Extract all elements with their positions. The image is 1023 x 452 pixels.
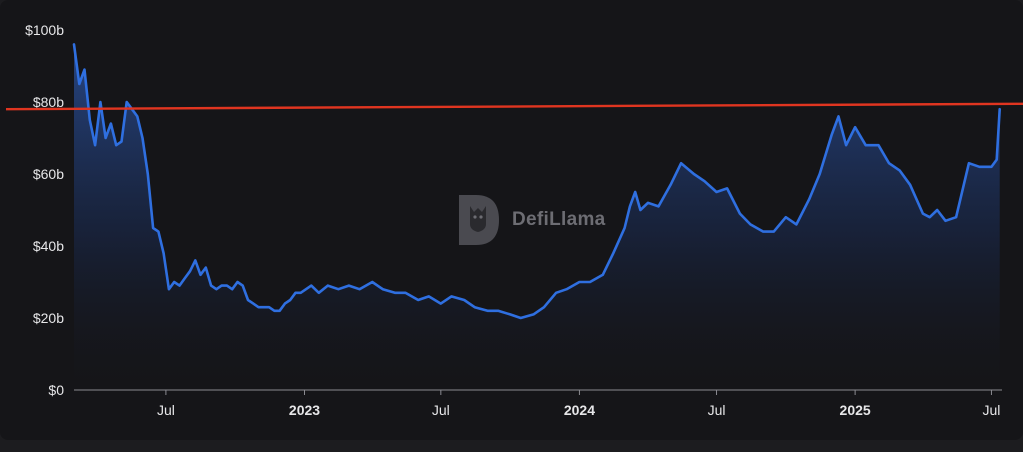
y-tick-label: $40b — [33, 238, 64, 254]
axis-layer: $0 $20b $40b $60b $80b $100b Jul 2023 Jul 2024 Jul… — [25, 22, 1002, 418]
defillama-logo-icon — [459, 195, 499, 245]
y-tick-label: $60b — [33, 166, 64, 182]
x-tick-label: Jul — [983, 402, 1001, 418]
x-tick-label: 2023 — [289, 402, 320, 418]
chart-svg: $0 $20b $40b $60b $80b $100b Jul 2023 Jul 2024 Jul… — [5, 22, 1023, 418]
x-tick-label: 2025 — [840, 402, 871, 418]
y-tick-label: $20b — [33, 310, 64, 326]
chart-panel: $0 $20b $40b $60b $80b $100b Jul 2023 Jul 2024 Jul… — [5, 22, 1023, 418]
x-tick-label: 2024 — [564, 402, 595, 418]
reference-line-layer — [5, 102, 1023, 111]
x-tick-label: Jul — [708, 402, 726, 418]
reference-line — [5, 102, 1023, 111]
area-layer — [74, 44, 1000, 391]
x-tick-label: Jul — [157, 402, 175, 418]
y-tick-label: $0 — [48, 382, 64, 398]
x-tick-label: Jul — [432, 402, 450, 418]
y-tick-label: $100b — [25, 22, 64, 38]
defillama-watermark: DefiLlama — [456, 192, 606, 248]
series-line — [72, 43, 1001, 320]
series-area — [74, 44, 1000, 391]
y-tick-label: $80b — [33, 94, 64, 110]
line-layer — [72, 43, 1001, 320]
watermark-text: DefiLlama — [512, 209, 606, 230]
